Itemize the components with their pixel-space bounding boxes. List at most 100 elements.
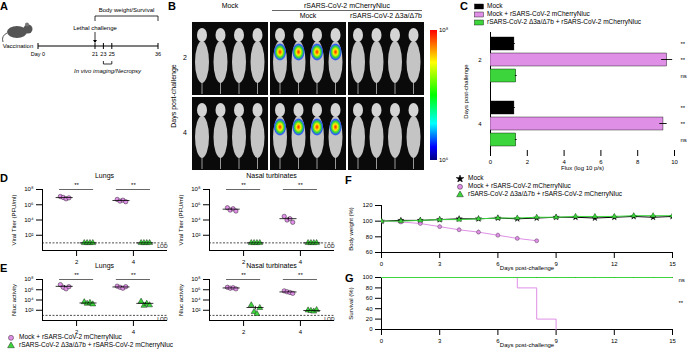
svg-text:rSARS-CoV-2 mCherryNluc: rSARS-CoV-2 mCherryNluc (304, 2, 390, 10)
svg-text:40: 40 (366, 306, 373, 312)
svg-text:ns: ns (679, 277, 685, 283)
svg-text:0: 0 (369, 326, 373, 332)
svg-text:Body weight (%): Body weight (%) (348, 207, 354, 251)
svg-text:9: 9 (554, 338, 558, 344)
svg-text:Days post-challenge: Days post-challenge (500, 342, 555, 348)
svg-text:10⁸: 10⁸ (24, 276, 34, 282)
svg-text:**: ** (241, 182, 246, 188)
svg-text:10²: 10² (192, 232, 201, 238)
svg-text:**: ** (131, 182, 136, 188)
svg-text:10⁶: 10⁶ (24, 202, 34, 208)
svg-text:Viral Titer (PFU/ml): Viral Titer (PFU/ml) (11, 195, 17, 246)
svg-text:Body weight/Survival: Body weight/Survival (99, 7, 155, 13)
svg-text:10⁴: 10⁴ (191, 217, 201, 223)
svg-text:Nluc activity: Nluc activity (178, 284, 184, 316)
svg-text:10⁶: 10⁶ (24, 287, 34, 293)
svg-text:20: 20 (366, 316, 373, 322)
svg-text:ns: ns (681, 137, 687, 143)
svg-text:15: 15 (669, 261, 676, 267)
svg-text:2: 2 (183, 54, 187, 61)
svg-text:60: 60 (366, 249, 373, 255)
svg-text:4: 4 (299, 329, 303, 335)
svg-text:23: 23 (100, 51, 106, 57)
svg-text:LOD: LOD (324, 316, 335, 322)
svg-text:**: ** (241, 272, 246, 278)
svg-text:3: 3 (438, 338, 442, 344)
svg-text:4: 4 (478, 121, 482, 127)
svg-text:**: ** (681, 41, 686, 47)
svg-text:10⁶: 10⁶ (191, 287, 201, 293)
svg-text:60: 60 (366, 295, 373, 301)
svg-text:12: 12 (611, 338, 618, 344)
svg-text:Days post-challenge: Days post-challenge (500, 265, 555, 271)
svg-text:4: 4 (183, 129, 187, 136)
svg-text:**: ** (298, 182, 303, 188)
svg-text:**: ** (74, 182, 79, 188)
svg-text:2: 2 (242, 329, 246, 335)
svg-text:rSARS-CoV-2 Δ3a/Δ7b: rSARS-CoV-2 Δ3a/Δ7b (350, 12, 422, 19)
svg-text:Mock: Mock (300, 12, 317, 19)
svg-text:80: 80 (366, 285, 373, 291)
svg-text:4: 4 (132, 329, 136, 335)
svg-text:4: 4 (132, 259, 136, 265)
svg-text:10²: 10² (192, 307, 201, 313)
html-text:B: B (168, 0, 176, 12)
svg-text:LOD: LOD (324, 243, 335, 249)
svg-text:LOD: LOD (157, 243, 168, 249)
svg-text:9: 9 (554, 261, 558, 267)
svg-text:10⁸: 10⁸ (191, 276, 201, 282)
svg-text:In vivo imaging/Necropsy: In vivo imaging/Necropsy (74, 68, 142, 74)
svg-text:10⁴: 10⁴ (24, 297, 34, 303)
svg-text:0: 0 (489, 159, 493, 165)
svg-text:Flux (log 10 p/s): Flux (log 10 p/s) (561, 165, 604, 171)
svg-text:Days post-challenge: Days post-challenge (463, 64, 469, 119)
svg-text:2: 2 (478, 57, 482, 63)
svg-text:Viral Titer (PFU/ml): Viral Titer (PFU/ml) (178, 195, 184, 246)
svg-text:25: 25 (109, 51, 115, 57)
svg-text:**: ** (298, 272, 303, 278)
svg-text:Mock: Mock (222, 2, 239, 9)
svg-text:**: ** (131, 272, 136, 278)
svg-text:120: 120 (362, 202, 373, 208)
svg-text:100: 100 (362, 274, 373, 280)
svg-text:Days post-challenge: Days post-challenge (170, 64, 178, 128)
svg-text:12: 12 (611, 261, 618, 267)
svg-text:**: ** (679, 300, 684, 306)
svg-text:Nluc activity: Nluc activity (11, 284, 17, 316)
svg-text:10⁸: 10⁸ (24, 186, 34, 192)
svg-text:2: 2 (75, 259, 79, 265)
svg-text:2: 2 (242, 259, 246, 265)
svg-text:10⁶: 10⁶ (439, 157, 449, 163)
svg-text:3: 3 (438, 261, 442, 267)
html-text:A: A (0, 0, 8, 12)
svg-text:LOD: LOD (157, 316, 168, 322)
svg-text:36: 36 (155, 51, 161, 57)
svg-text:10⁶: 10⁶ (191, 202, 201, 208)
svg-text:10²: 10² (25, 232, 34, 238)
svg-text:**: ** (681, 57, 686, 63)
svg-text:ns: ns (681, 73, 687, 79)
svg-text:10⁴: 10⁴ (191, 297, 201, 303)
svg-text:**: ** (681, 105, 686, 111)
svg-text:10²: 10² (25, 307, 34, 313)
svg-text:Vaccination: Vaccination (3, 43, 34, 49)
svg-text:10⁸: 10⁸ (191, 186, 201, 192)
svg-text:21: 21 (92, 51, 98, 57)
svg-text:4: 4 (299, 259, 303, 265)
svg-text:**: ** (74, 272, 79, 278)
svg-text:Lethal challenge: Lethal challenge (73, 25, 117, 31)
svg-text:10: 10 (671, 159, 678, 165)
svg-text:0: 0 (380, 338, 384, 344)
svg-text:80: 80 (366, 234, 373, 240)
svg-text:10⁸: 10⁸ (439, 27, 449, 33)
html-text:G: G (345, 272, 354, 284)
svg-text:Survival (%): Survival (%) (348, 287, 354, 319)
svg-text:8: 8 (636, 159, 640, 165)
svg-text:15: 15 (669, 338, 676, 344)
svg-text:Day 0: Day 0 (31, 51, 45, 57)
svg-text:2: 2 (526, 159, 530, 165)
svg-text:0: 0 (380, 261, 384, 267)
svg-text:**: ** (681, 121, 686, 127)
svg-text:100: 100 (362, 218, 373, 224)
svg-text:10⁴: 10⁴ (24, 217, 34, 223)
